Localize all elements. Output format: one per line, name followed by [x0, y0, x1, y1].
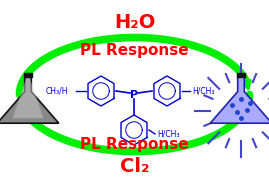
Text: H/CH₃: H/CH₃ — [157, 129, 179, 139]
Text: PL Response: PL Response — [80, 43, 189, 57]
Text: P: P — [130, 90, 138, 100]
Text: CH₃/H: CH₃/H — [45, 87, 68, 95]
Text: PL Response: PL Response — [80, 138, 189, 153]
Polygon shape — [0, 76, 59, 123]
Text: H/CH₃: H/CH₃ — [192, 87, 214, 95]
Polygon shape — [13, 78, 43, 118]
Polygon shape — [210, 76, 269, 123]
Text: H₂O: H₂O — [114, 13, 155, 32]
Text: Cl₂: Cl₂ — [120, 157, 149, 176]
